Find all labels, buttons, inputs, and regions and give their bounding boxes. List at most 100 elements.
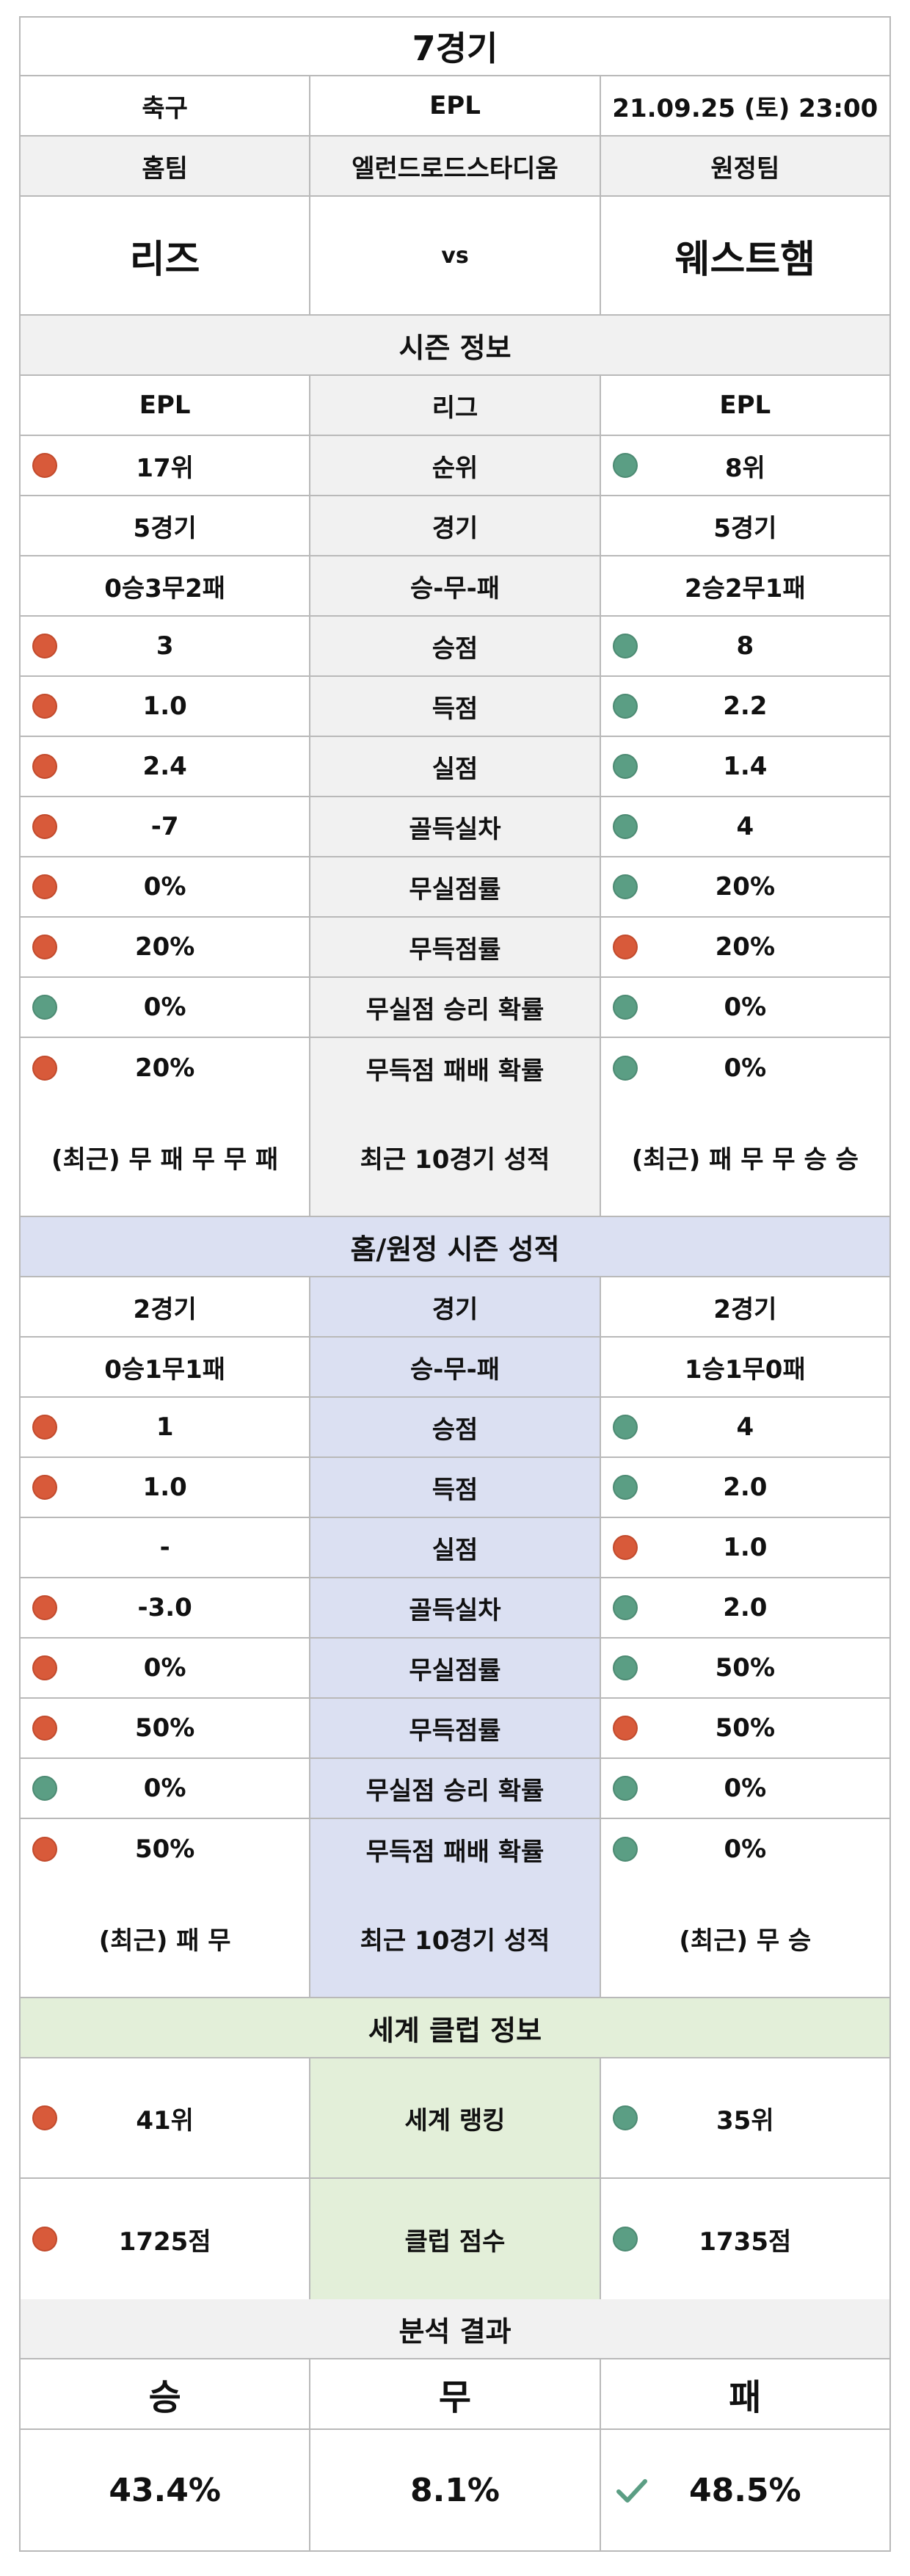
homeaway-rows: 2경기 경기 2경기 0승1무1패 승-무-패 1승1무0패 1 승점 4 1.0 득점 2.0 - 실점… <box>21 1277 889 1879</box>
red-indicator-dot <box>32 935 57 959</box>
season-home-value: 2.4 <box>21 737 311 796</box>
season-away-value: 20% <box>601 918 889 976</box>
homeaway-row: 0승1무1패 승-무-패 1승1무0패 <box>21 1338 889 1398</box>
homeaway-away-value: 2경기 <box>601 1277 889 1336</box>
red-indicator-dot <box>32 2105 57 2130</box>
season-away-value: 1.4 <box>601 737 889 796</box>
win-pct: 43.4% <box>21 2430 311 2550</box>
season-row: 3 승점 8 <box>21 617 889 677</box>
season-recent-row: (최근) 무 패 무 무 패 최근 10경기 성적 (최근) 패 무 무 승 승 <box>21 1098 889 1217</box>
homeaway-stat-label: 승-무-패 <box>310 1338 601 1396</box>
season-stat-label: 리그 <box>310 376 601 435</box>
homeaway-recent-home: (최근) 패 무 <box>21 1879 311 1997</box>
teal-indicator-dot <box>612 1837 638 1862</box>
season-stat-label: 무득점률 <box>310 918 601 976</box>
homeaway-row: 1 승점 4 <box>21 1398 889 1458</box>
season-row: 20% 무득점률 20% <box>21 918 889 978</box>
away-value-text: 4 <box>736 812 754 841</box>
homeaway-stat-label: 득점 <box>310 1458 601 1517</box>
season-row: 2.4 실점 1.4 <box>21 737 889 797</box>
world-away-value: 35위 <box>601 2058 889 2177</box>
teal-indicator-dot <box>612 2227 638 2252</box>
home-value-text: EPL <box>139 391 191 420</box>
season-home-value: -7 <box>21 797 311 856</box>
homeaway-home-value: 1 <box>21 1398 311 1456</box>
home-label: 홈팀 <box>21 137 311 195</box>
season-home-value: 0% <box>21 978 311 1037</box>
season-stat-label: 무실점 승리 확률 <box>310 978 601 1037</box>
away-value-text: 1.0 <box>723 1533 768 1562</box>
home-value-text: 0% <box>143 993 186 1022</box>
homeaway-home-value: 2경기 <box>21 1277 311 1336</box>
away-value-text: 20% <box>715 872 776 901</box>
world-header: 세계 클럽 정보 <box>368 2014 542 2047</box>
home-value-text: -3.0 <box>137 1593 192 1622</box>
red-indicator-dot <box>32 694 57 719</box>
teal-indicator-dot <box>612 1655 638 1680</box>
teal-indicator-dot <box>32 995 57 1020</box>
red-indicator-dot <box>32 1595 57 1620</box>
red-indicator-dot <box>612 935 638 959</box>
season-stat-label: 순위 <box>310 436 601 495</box>
homeaway-away-value: 2.0 <box>601 1458 889 1517</box>
season-away-value: 2.2 <box>601 677 889 736</box>
teal-indicator-dot <box>612 634 638 658</box>
season-home-value: EPL <box>21 376 311 435</box>
season-home-value: 0승3무2패 <box>21 556 311 615</box>
home-value-text: 1.0 <box>142 692 187 721</box>
season-stat-label: 골득실차 <box>310 797 601 856</box>
season-stat-label: 무득점 패배 확률 <box>310 1038 601 1098</box>
red-indicator-dot <box>32 1655 57 1680</box>
season-recent-home: (최근) 무 패 무 무 패 <box>21 1098 311 1216</box>
homeaway-away-value: 1.0 <box>601 1518 889 1577</box>
season-away-value: 0% <box>601 978 889 1037</box>
season-stat-label: 실점 <box>310 737 601 796</box>
away-value-text: 20% <box>715 932 776 962</box>
away-value-text: 2.0 <box>723 1593 768 1622</box>
away-value-text: 8 <box>736 631 754 661</box>
homeaway-home-value: - <box>21 1518 311 1577</box>
season-home-value: 1.0 <box>21 677 311 736</box>
world-rows: 41위 세계 랭킹 35위 1725점 클럽 점수 1735점 <box>21 2058 889 2299</box>
away-value-text: 2경기 <box>713 1294 777 1324</box>
teal-indicator-dot <box>612 754 638 779</box>
homeaway-home-value: 50% <box>21 1699 311 1757</box>
vs-label: vs <box>310 197 601 314</box>
red-indicator-dot <box>32 754 57 779</box>
season-row: 5경기 경기 5경기 <box>21 496 889 556</box>
home-value-text: 0% <box>143 872 186 901</box>
homeaway-row: 0% 무실점 승리 확률 0% <box>21 1759 889 1819</box>
red-indicator-dot <box>32 814 57 839</box>
home-value-text: 0승3무2패 <box>104 573 226 603</box>
homeaway-stat-label: 무실점률 <box>310 1639 601 1697</box>
home-value-text: 50% <box>134 1835 195 1864</box>
home-value-text: 1 <box>156 1412 174 1442</box>
season-home-value: 17위 <box>21 436 311 495</box>
away-value-text: 0% <box>724 1774 767 1803</box>
season-recent-label: 최근 10경기 성적 <box>310 1098 601 1216</box>
homeaway-away-value: 50% <box>601 1639 889 1697</box>
home-value-text: 20% <box>134 1053 195 1083</box>
teal-indicator-dot <box>612 814 638 839</box>
season-away-value: 8위 <box>601 436 889 495</box>
season-stat-label: 무실점률 <box>310 857 601 916</box>
red-indicator-dot <box>612 1535 638 1560</box>
analysis-header: 분석 결과 <box>398 2315 512 2348</box>
homeaway-recent-label: 최근 10경기 성적 <box>310 1879 601 1997</box>
season-stat-label: 득점 <box>310 677 601 736</box>
red-indicator-dot <box>32 874 57 899</box>
season-recent-away: (최근) 패 무 무 승 승 <box>631 1144 859 1175</box>
teal-indicator-dot <box>612 694 638 719</box>
away-value-text: 0% <box>724 1053 767 1083</box>
world-home-value: 1725점 <box>21 2179 311 2299</box>
home-value-text: 50% <box>134 1713 195 1743</box>
homeaway-stat-label: 경기 <box>310 1277 601 1336</box>
homeaway-stat-label: 승점 <box>310 1398 601 1456</box>
homeaway-header: 홈/원정 시즌 성적 <box>350 1233 560 1266</box>
season-home-value: 20% <box>21 918 311 976</box>
match-analysis-sheet: 7경기 축구 EPL 21.09.25 (토) 23:00 홈팀 엘런드로드스타… <box>19 16 891 2552</box>
home-value-text: 2경기 <box>133 1294 197 1324</box>
homeaway-home-value: 0% <box>21 1759 311 1818</box>
season-rows: EPL 리그 EPL 17위 순위 8위 5경기 경기 5경기 0승3무2패 승-무-패 2승2무1패… <box>21 376 889 1098</box>
world-header-row: 세계 클럽 정보 <box>21 1998 889 2058</box>
